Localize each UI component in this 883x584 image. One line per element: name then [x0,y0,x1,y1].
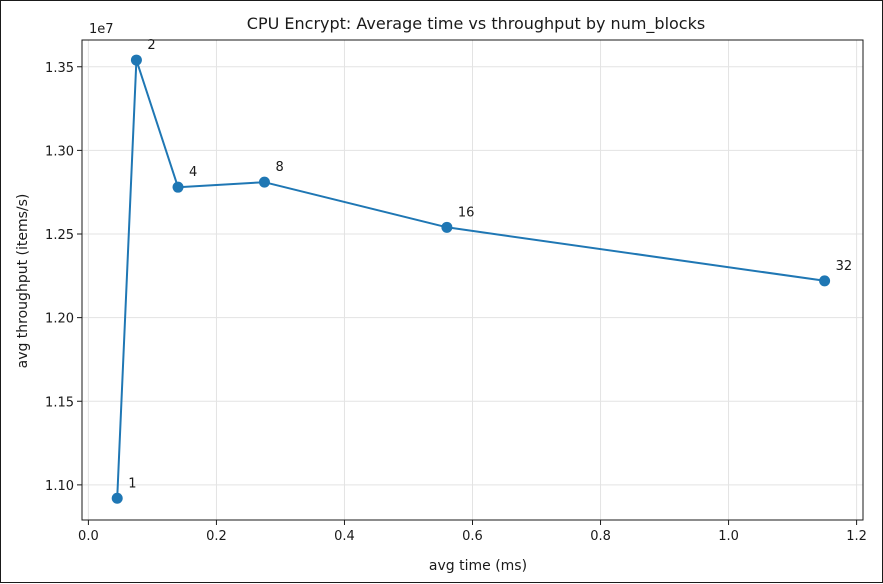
y-tick-label: 1.10 [45,479,74,494]
data-label: 32 [836,259,853,274]
axis-ticks: 0.0 0.2 0.4 0.6 0.8 1.0 1.2 1.10 1.15 1.20 1.25 1.3… [45,61,867,544]
x-tick-label: 1.0 [718,529,739,544]
data-point [130,54,142,66]
data-point [258,176,270,188]
y-tick-label: 1.20 [45,312,74,327]
data-point [819,275,831,287]
x-tick-label: 0.8 [590,529,611,544]
y-offset-label: 1e7 [89,22,114,37]
x-tick-label: 0.4 [334,529,355,544]
data-label: 4 [189,165,197,180]
series-layer: 1 2 4 8 16 32 [111,38,853,504]
x-tick-label: 0.0 [78,529,99,544]
y-tick-label: 1.30 [45,144,74,159]
data-point [111,492,123,504]
data-point [441,221,453,233]
y-tick-label: 1.15 [45,395,74,410]
series-line [116,59,825,499]
y-axis-label: avg throughput (items/s) [15,194,31,369]
data-label: 2 [147,38,155,53]
y-tick-label: 1.35 [45,61,74,76]
data-label: 1 [128,476,136,491]
x-tick-label: 0.2 [206,529,227,544]
data-label: 8 [275,160,283,175]
y-tick-label: 1.25 [45,228,74,243]
data-point [172,181,184,193]
chart-title: CPU Encrypt: Average time vs throughput … [247,14,705,34]
data-label: 16 [458,205,475,220]
x-axis-label: avg time (ms) [429,558,527,574]
grid-lines [82,40,863,520]
x-tick-label: 0.6 [462,529,483,544]
x-tick-label: 1.2 [846,529,867,544]
